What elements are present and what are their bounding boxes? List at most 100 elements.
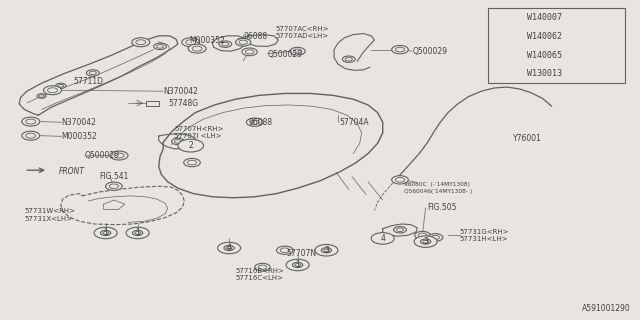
Text: 57711D: 57711D	[74, 77, 104, 86]
Circle shape	[290, 47, 305, 55]
Text: 3: 3	[324, 246, 329, 255]
Circle shape	[324, 249, 329, 252]
Text: 57707AC<RH>: 57707AC<RH>	[275, 26, 329, 32]
Circle shape	[414, 236, 437, 247]
Circle shape	[423, 240, 428, 243]
Text: 1: 1	[103, 228, 108, 237]
Circle shape	[188, 160, 196, 165]
Circle shape	[293, 49, 302, 53]
Circle shape	[178, 139, 204, 152]
Text: 1: 1	[295, 260, 300, 269]
Circle shape	[192, 46, 202, 51]
Circle shape	[392, 45, 408, 54]
Text: 57731G<RH>: 57731G<RH>	[460, 229, 509, 235]
Circle shape	[495, 69, 513, 78]
Circle shape	[418, 233, 427, 237]
Text: 57716C<LH>: 57716C<LH>	[236, 276, 284, 281]
Text: Q500029: Q500029	[85, 151, 120, 160]
Circle shape	[392, 176, 408, 184]
Text: 57707N: 57707N	[287, 249, 317, 258]
Text: Y76001: Y76001	[513, 134, 542, 143]
Text: M000352: M000352	[189, 36, 225, 45]
Circle shape	[106, 182, 122, 190]
Circle shape	[22, 117, 40, 126]
Circle shape	[295, 264, 300, 266]
Circle shape	[109, 184, 118, 188]
Circle shape	[154, 43, 166, 50]
Circle shape	[114, 153, 124, 158]
Circle shape	[431, 235, 440, 240]
Circle shape	[276, 246, 293, 254]
Circle shape	[242, 48, 257, 56]
Circle shape	[37, 94, 46, 98]
Circle shape	[420, 239, 431, 244]
Circle shape	[132, 230, 143, 236]
Text: 96080C  (-’14MY1308): 96080C (-’14MY1308)	[404, 182, 470, 187]
Circle shape	[126, 227, 149, 239]
Bar	[488, 8, 625, 83]
Text: FIG.541: FIG.541	[99, 172, 129, 181]
Circle shape	[156, 44, 164, 48]
Circle shape	[397, 228, 404, 232]
Circle shape	[26, 119, 36, 124]
Circle shape	[315, 244, 338, 256]
Circle shape	[250, 120, 259, 124]
Circle shape	[292, 262, 303, 268]
Text: W140065: W140065	[527, 51, 563, 60]
Text: 96088: 96088	[248, 118, 273, 127]
Text: N370042: N370042	[61, 118, 96, 127]
Text: 2: 2	[188, 141, 193, 150]
Circle shape	[39, 95, 44, 97]
Text: 57707AD<LH>: 57707AD<LH>	[275, 33, 328, 39]
Text: FRONT: FRONT	[59, 167, 85, 176]
Text: Q560046(’14MY1308- ): Q560046(’14MY1308- )	[404, 189, 473, 195]
Text: 96088: 96088	[243, 32, 268, 41]
Circle shape	[219, 41, 232, 47]
Circle shape	[239, 40, 248, 44]
Text: N370042: N370042	[163, 87, 198, 96]
Circle shape	[286, 259, 309, 271]
Text: 2: 2	[502, 32, 507, 41]
Circle shape	[321, 248, 332, 253]
Circle shape	[44, 86, 61, 95]
Circle shape	[346, 58, 352, 61]
Circle shape	[258, 265, 267, 269]
Circle shape	[415, 231, 430, 239]
Circle shape	[396, 178, 404, 182]
Text: Q500029: Q500029	[268, 50, 303, 59]
Circle shape	[227, 247, 232, 249]
Circle shape	[136, 40, 146, 45]
Text: 57716B<RH>: 57716B<RH>	[236, 268, 284, 274]
Circle shape	[224, 245, 234, 251]
Text: 1: 1	[502, 13, 507, 22]
Circle shape	[26, 133, 36, 138]
Text: 1: 1	[135, 228, 140, 237]
Circle shape	[90, 71, 96, 75]
Circle shape	[135, 232, 140, 234]
Circle shape	[280, 248, 289, 252]
Circle shape	[495, 32, 513, 41]
Text: 57731W<RH>: 57731W<RH>	[24, 208, 76, 214]
Circle shape	[236, 38, 251, 46]
Circle shape	[495, 13, 513, 22]
Circle shape	[132, 38, 150, 47]
Circle shape	[245, 50, 254, 54]
Text: M000352: M000352	[61, 132, 97, 141]
Circle shape	[22, 131, 40, 140]
Text: 3: 3	[423, 237, 428, 246]
Circle shape	[255, 263, 270, 271]
Text: 3: 3	[502, 51, 507, 60]
Text: 57704A: 57704A	[339, 118, 369, 127]
Text: Q500029: Q500029	[412, 47, 447, 56]
Text: 57748G: 57748G	[168, 99, 198, 108]
Circle shape	[184, 158, 200, 167]
Circle shape	[174, 140, 182, 143]
Text: 57731H<LH>: 57731H<LH>	[460, 236, 508, 242]
Circle shape	[371, 233, 394, 244]
Text: W130013: W130013	[527, 69, 563, 78]
Text: W140062: W140062	[527, 32, 563, 41]
Circle shape	[246, 118, 263, 126]
Circle shape	[58, 84, 63, 87]
Text: FIG.505: FIG.505	[428, 204, 457, 212]
Circle shape	[56, 83, 66, 88]
